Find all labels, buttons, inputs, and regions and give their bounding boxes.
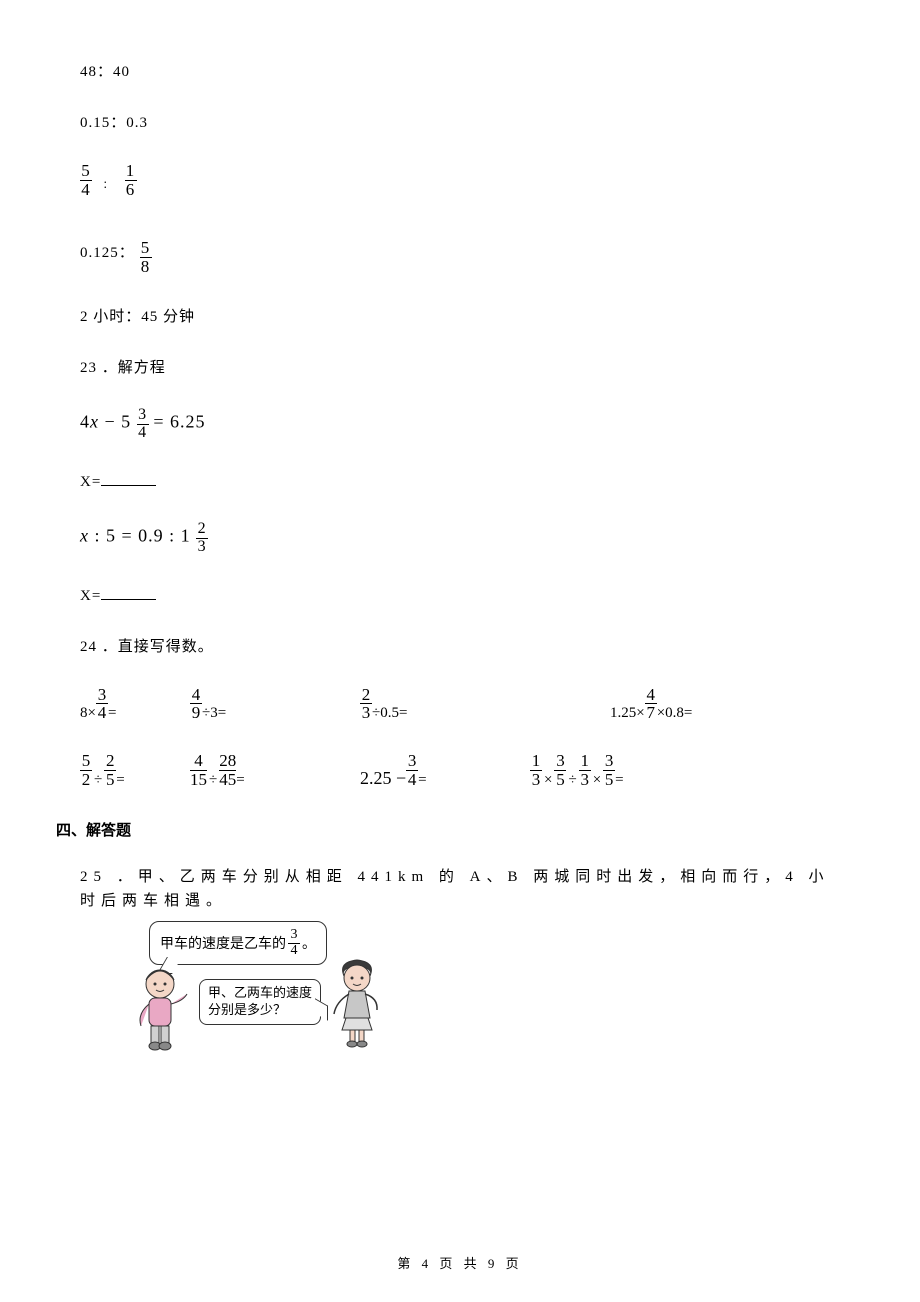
text: 分别是多少？ <box>208 1002 312 1019</box>
page: 48：40 0.15：0.3 5 4 ： 1 6 0.125： 5 8 2 小时… <box>0 0 920 1051</box>
calc-cell: 13 × 35 ÷ 13 × 35 = <box>530 752 624 789</box>
text: = <box>615 772 623 789</box>
text: 甲、乙两车的速度 <box>208 985 312 1002</box>
ratio-frac-54-16: 5 4 ： 1 6 <box>80 162 840 199</box>
equation-1: 4x − 5 3 4 = 6.25 <box>80 407 840 442</box>
calc-cell: 52 ÷ 25 = <box>80 752 190 789</box>
calc-cell: 415 ÷ 2845 = <box>190 752 360 789</box>
text: ×0.8= <box>657 705 693 722</box>
speech-bubble-1: 甲车的速度是乙车的 34 。 <box>149 921 327 965</box>
calc-row-1: 8× 34 = 49 ÷ 3= 23 ÷ 0.5= 1.25× 47 <box>80 686 840 723</box>
calc-row-2: 52 ÷ 25 = 415 ÷ 2845 = 2.25 − 34 = <box>80 752 840 789</box>
text: 3= <box>210 705 226 722</box>
fraction: 13 <box>530 752 542 789</box>
page-number: 第 4 页 共 9 页 <box>0 1253 920 1272</box>
q23-label: 23 ．解方程 <box>80 356 840 377</box>
speech-bubble-2: 甲、乙两车的速度 分别是多少？ <box>199 979 321 1025</box>
colon-small: ： <box>97 180 120 191</box>
q25-text: 25 ．甲、乙两车分别从相距 441km 的 A、B 两城同时出发，相向而行，4… <box>80 865 840 913</box>
text: = <box>108 705 116 722</box>
op: ÷ <box>566 772 578 789</box>
cartoon-boy-icon <box>129 966 191 1051</box>
fraction: 13 <box>579 752 591 789</box>
text: 8× <box>80 705 96 722</box>
text: 。 <box>302 933 316 953</box>
illustration: 甲车的速度是乙车的 34 。 甲、乙两车的速度 分别是多少？ <box>74 921 384 1051</box>
fraction: 52 <box>80 752 92 789</box>
calc-cell: 2.25 − 34 = <box>360 752 530 789</box>
text: X= <box>80 474 101 490</box>
calc-cell: 49 ÷ 3= <box>190 686 360 723</box>
fraction: 35 <box>554 752 566 789</box>
fraction: 415 <box>190 752 207 789</box>
fraction: 1 6 <box>125 162 137 199</box>
calc-cell: 23 ÷ 0.5= <box>360 686 610 723</box>
text: = <box>418 772 426 789</box>
op: ÷ <box>92 772 104 789</box>
eq-text: 4x − 5 <box>80 412 137 432</box>
text: = <box>116 772 124 789</box>
calc-cell: 8× 34 = <box>80 686 190 723</box>
op: ÷ <box>207 772 219 789</box>
ratio-0125-58: 0.125： 5 8 <box>80 239 840 276</box>
x-equals-blank: X= <box>80 586 840 605</box>
equation-2: x : 5 = 0.9 : 1 2 3 <box>80 521 840 556</box>
text: X= <box>80 588 101 604</box>
op: × <box>591 772 603 789</box>
fraction: 3 4 <box>137 407 149 442</box>
cartoon-girl-icon <box>332 958 382 1048</box>
eq-text: = 6.25 <box>153 412 205 432</box>
fraction: 34 <box>406 752 418 789</box>
op: × <box>542 772 554 789</box>
fraction: 23 <box>360 686 372 723</box>
text: 2.25 − <box>360 768 406 789</box>
q24-label: 24 ．直接写得数。 <box>80 635 840 656</box>
fraction: 2 3 <box>196 521 208 556</box>
fraction: 2845 <box>219 752 236 789</box>
text: ÷ <box>202 705 210 722</box>
fraction: 25 <box>104 752 116 789</box>
fraction: 35 <box>603 752 615 789</box>
ratio-48-40: 48：40 <box>80 60 840 81</box>
fraction: 49 <box>190 686 202 723</box>
section-4-title: 四、解答题 <box>56 819 840 840</box>
text: 0.125： <box>80 245 135 261</box>
eq-text: x : 5 = 0.9 : 1 <box>80 526 196 546</box>
text: 0.5= <box>380 705 407 722</box>
x-equals-blank: X= <box>80 472 840 491</box>
fraction: 34 <box>96 686 108 723</box>
calc-cell: 1.25× 47 ×0.8= <box>610 686 692 723</box>
ratio-015-03: 0.15：0.3 <box>80 111 840 132</box>
text: 甲车的速度是乙车的 <box>160 933 286 953</box>
fraction: 47 <box>645 686 657 723</box>
fraction: 5 8 <box>140 239 152 276</box>
text: ÷ <box>372 705 380 722</box>
ratio-2h-45m: 2 小时：45 分钟 <box>80 305 840 326</box>
text: = <box>236 772 244 789</box>
blank-underline <box>101 586 156 600</box>
text: 1.25× <box>610 705 645 722</box>
blank-underline <box>101 472 156 486</box>
fraction: 34 <box>288 928 300 958</box>
fraction: 5 4 <box>80 162 92 199</box>
